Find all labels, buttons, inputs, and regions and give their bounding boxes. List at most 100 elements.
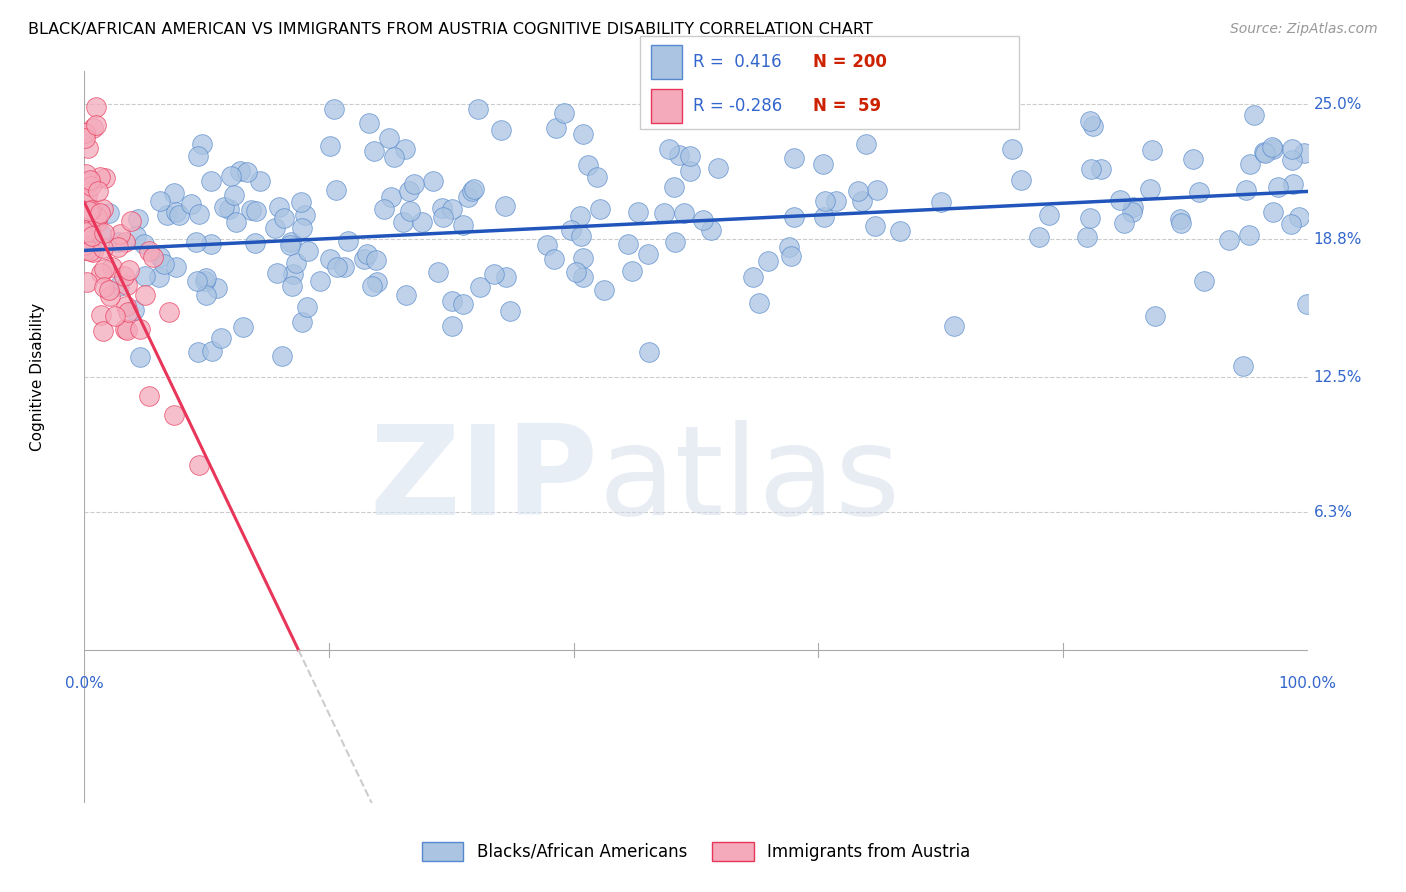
Point bbox=[616, 236, 638, 251]
Point bbox=[93, 280, 115, 294]
Point bbox=[125, 229, 148, 244]
Point bbox=[333, 260, 356, 274]
Point bbox=[134, 237, 156, 252]
Point bbox=[863, 219, 886, 233]
Point bbox=[399, 204, 422, 219]
Point bbox=[180, 197, 202, 211]
Text: 25.0%: 25.0% bbox=[1313, 96, 1362, 112]
Point bbox=[273, 211, 295, 225]
Legend: Blacks/African Americans, Immigrants from Austria: Blacks/African Americans, Immigrants fro… bbox=[415, 835, 977, 868]
Point bbox=[325, 183, 347, 197]
Text: ZIP: ZIP bbox=[370, 420, 598, 541]
Point bbox=[232, 320, 254, 334]
Point bbox=[707, 161, 730, 175]
Point bbox=[742, 270, 765, 285]
Point bbox=[138, 389, 160, 403]
Point bbox=[297, 244, 319, 258]
Point bbox=[127, 211, 149, 226]
Point bbox=[1108, 193, 1130, 207]
Point bbox=[380, 190, 402, 204]
Point bbox=[201, 343, 224, 358]
Point bbox=[337, 234, 360, 248]
Point bbox=[546, 121, 568, 136]
Point bbox=[90, 308, 112, 322]
Point bbox=[1078, 113, 1101, 128]
Point bbox=[93, 241, 115, 255]
Point bbox=[309, 274, 332, 288]
Point bbox=[620, 264, 643, 278]
Point bbox=[162, 408, 184, 422]
Point bbox=[236, 165, 259, 179]
Point bbox=[79, 172, 101, 186]
Point bbox=[1232, 359, 1254, 373]
Point bbox=[658, 142, 681, 156]
Point bbox=[108, 279, 131, 293]
Point bbox=[468, 279, 491, 293]
Point bbox=[148, 270, 170, 285]
Point bbox=[638, 345, 661, 359]
Point bbox=[100, 260, 122, 275]
Point bbox=[353, 252, 375, 267]
Point bbox=[93, 262, 115, 277]
Point bbox=[129, 322, 152, 336]
Point bbox=[117, 305, 139, 319]
Point bbox=[266, 266, 288, 280]
Point bbox=[249, 174, 271, 188]
Point bbox=[432, 211, 454, 225]
Point bbox=[778, 240, 800, 254]
Point bbox=[700, 223, 723, 237]
Point bbox=[98, 283, 121, 297]
Point bbox=[80, 202, 103, 217]
Point bbox=[195, 287, 218, 301]
Point bbox=[364, 253, 387, 268]
Point bbox=[1181, 153, 1204, 167]
Point bbox=[240, 203, 263, 218]
Point bbox=[188, 207, 211, 221]
Point bbox=[76, 225, 98, 239]
Point bbox=[1279, 217, 1302, 231]
Point bbox=[1010, 172, 1032, 186]
Point bbox=[1168, 212, 1191, 227]
Text: atlas: atlas bbox=[598, 420, 900, 541]
Point bbox=[627, 205, 650, 219]
Point bbox=[499, 303, 522, 318]
Point bbox=[89, 169, 111, 184]
Point bbox=[373, 202, 395, 216]
Point bbox=[467, 103, 489, 117]
Point bbox=[84, 100, 107, 114]
Point bbox=[184, 235, 207, 249]
Point bbox=[190, 137, 212, 152]
Point bbox=[1078, 211, 1101, 226]
Point bbox=[361, 278, 384, 293]
Point bbox=[758, 254, 780, 268]
Point bbox=[117, 322, 139, 336]
Point bbox=[422, 174, 444, 188]
Point bbox=[107, 240, 129, 254]
Point bbox=[290, 315, 312, 329]
Point bbox=[91, 202, 114, 216]
Point bbox=[1140, 143, 1163, 157]
Point bbox=[76, 275, 98, 289]
Text: R =  0.416: R = 0.416 bbox=[693, 53, 782, 70]
Point bbox=[187, 149, 209, 163]
Point bbox=[1143, 309, 1166, 323]
Point bbox=[75, 194, 97, 209]
Point bbox=[929, 194, 952, 209]
Point bbox=[1253, 145, 1275, 160]
Point bbox=[76, 188, 98, 202]
Point bbox=[866, 182, 889, 196]
Point bbox=[1261, 142, 1284, 156]
Point bbox=[1218, 232, 1240, 246]
Point bbox=[194, 271, 217, 285]
Point bbox=[267, 201, 290, 215]
Text: Source: ZipAtlas.com: Source: ZipAtlas.com bbox=[1230, 22, 1378, 37]
Point bbox=[165, 205, 187, 219]
Point bbox=[382, 150, 405, 164]
Point bbox=[73, 127, 96, 141]
Point bbox=[495, 270, 517, 285]
Point bbox=[946, 81, 969, 95]
Point bbox=[662, 180, 685, 194]
Point bbox=[1080, 162, 1102, 177]
Point bbox=[394, 288, 416, 302]
Point bbox=[149, 251, 172, 265]
